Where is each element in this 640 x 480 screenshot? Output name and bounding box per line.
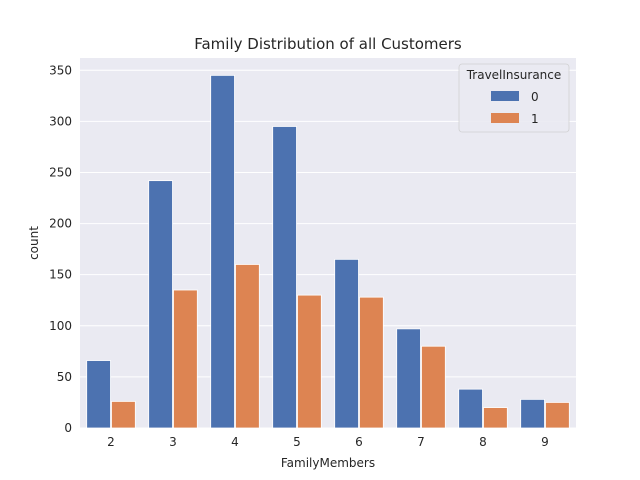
- x-tick-label: 6: [355, 435, 363, 449]
- bar-8-series-0: [458, 388, 483, 429]
- y-tick-label: 250: [49, 165, 72, 179]
- y-tick-label: 50: [57, 370, 72, 384]
- legend-label-1: 1: [531, 112, 539, 126]
- bar-7-series-1: [421, 345, 446, 429]
- legend-label-0: 0: [531, 90, 539, 104]
- bar-5-series-1: [297, 294, 322, 429]
- chart-title: Family Distribution of all Customers: [194, 35, 462, 53]
- bar-9-series-0: [520, 398, 545, 429]
- y-tick-label: 200: [49, 217, 72, 231]
- x-tick-label: 9: [541, 435, 549, 449]
- x-tick-label: 4: [231, 435, 239, 449]
- y-tick-label: 0: [64, 421, 72, 435]
- x-axis-label: FamilyMembers: [281, 456, 375, 470]
- bar-2-series-0: [86, 360, 111, 429]
- bar-4-series-1: [235, 264, 260, 429]
- x-tick-label: 7: [417, 435, 425, 449]
- bar-5-series-0: [272, 126, 297, 429]
- y-tick-label: 300: [49, 114, 72, 128]
- bar-9-series-1: [545, 402, 570, 429]
- y-tick-label: 150: [49, 268, 72, 282]
- legend: TravelInsurance 0 1: [458, 63, 570, 133]
- y-axis-label: count: [27, 226, 41, 260]
- bar-6-series-0: [334, 258, 359, 429]
- bar-3-series-0: [148, 180, 173, 429]
- x-tick-label: 2: [107, 435, 115, 449]
- x-tick-label: 5: [293, 435, 301, 449]
- bar-8-series-1: [483, 407, 508, 429]
- legend-title: TravelInsurance: [466, 68, 562, 82]
- x-tick-label: 3: [169, 435, 177, 449]
- bar-3-series-1: [173, 289, 198, 429]
- bar-6-series-1: [359, 296, 384, 429]
- bar-4-series-0: [210, 74, 235, 429]
- y-tick-label: 350: [49, 63, 72, 77]
- legend-swatch-1: [491, 113, 519, 123]
- legend-swatch-0: [491, 91, 519, 101]
- bar-2-series-1: [111, 401, 136, 429]
- bar-7-series-0: [396, 328, 421, 429]
- y-tick-label: 100: [49, 319, 72, 333]
- x-tick-label: 8: [479, 435, 487, 449]
